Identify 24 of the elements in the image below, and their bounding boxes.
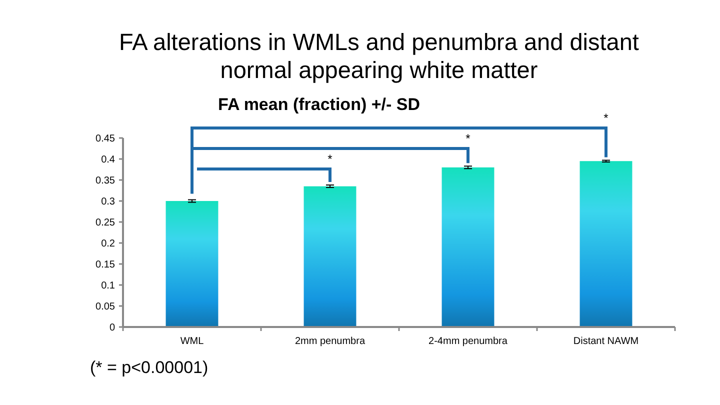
bar [580,161,632,327]
x-tick-label: 2mm penumbra [294,336,366,347]
bar [166,201,218,327]
text: (* = p<0.00001) [90,358,208,377]
chart-subtitle: FA mean (fraction) +/- SD [218,95,420,114]
y-tick-label: 0.2 [101,238,116,250]
annotation: * [328,152,333,166]
text: * [604,111,609,125]
x-tick-label: WML [180,336,204,347]
bar [304,186,356,327]
y-tick-label: 0.1 [101,280,116,292]
x-tick-label: Distant NAWM [573,336,639,347]
y-tick-label: 0.45 [96,134,116,144]
y-tick-label: 0.35 [96,176,116,186]
y-tick-label: 0.15 [96,260,116,270]
y-tick-label: 0.4 [101,154,116,166]
y-tick-label: 0 [109,322,116,334]
y-tick-label: 0.3 [101,196,116,208]
bar [442,167,494,327]
annotation: * [466,132,471,146]
x-tick-label: 2-4mm penumbra [428,336,508,347]
y-tick-label: 0.25 [96,218,116,228]
y-tick-label: 0.05 [96,302,116,312]
chart-title: FA alterations in WMLs and penumbra and distant normal appearing white matter [119,29,640,83]
